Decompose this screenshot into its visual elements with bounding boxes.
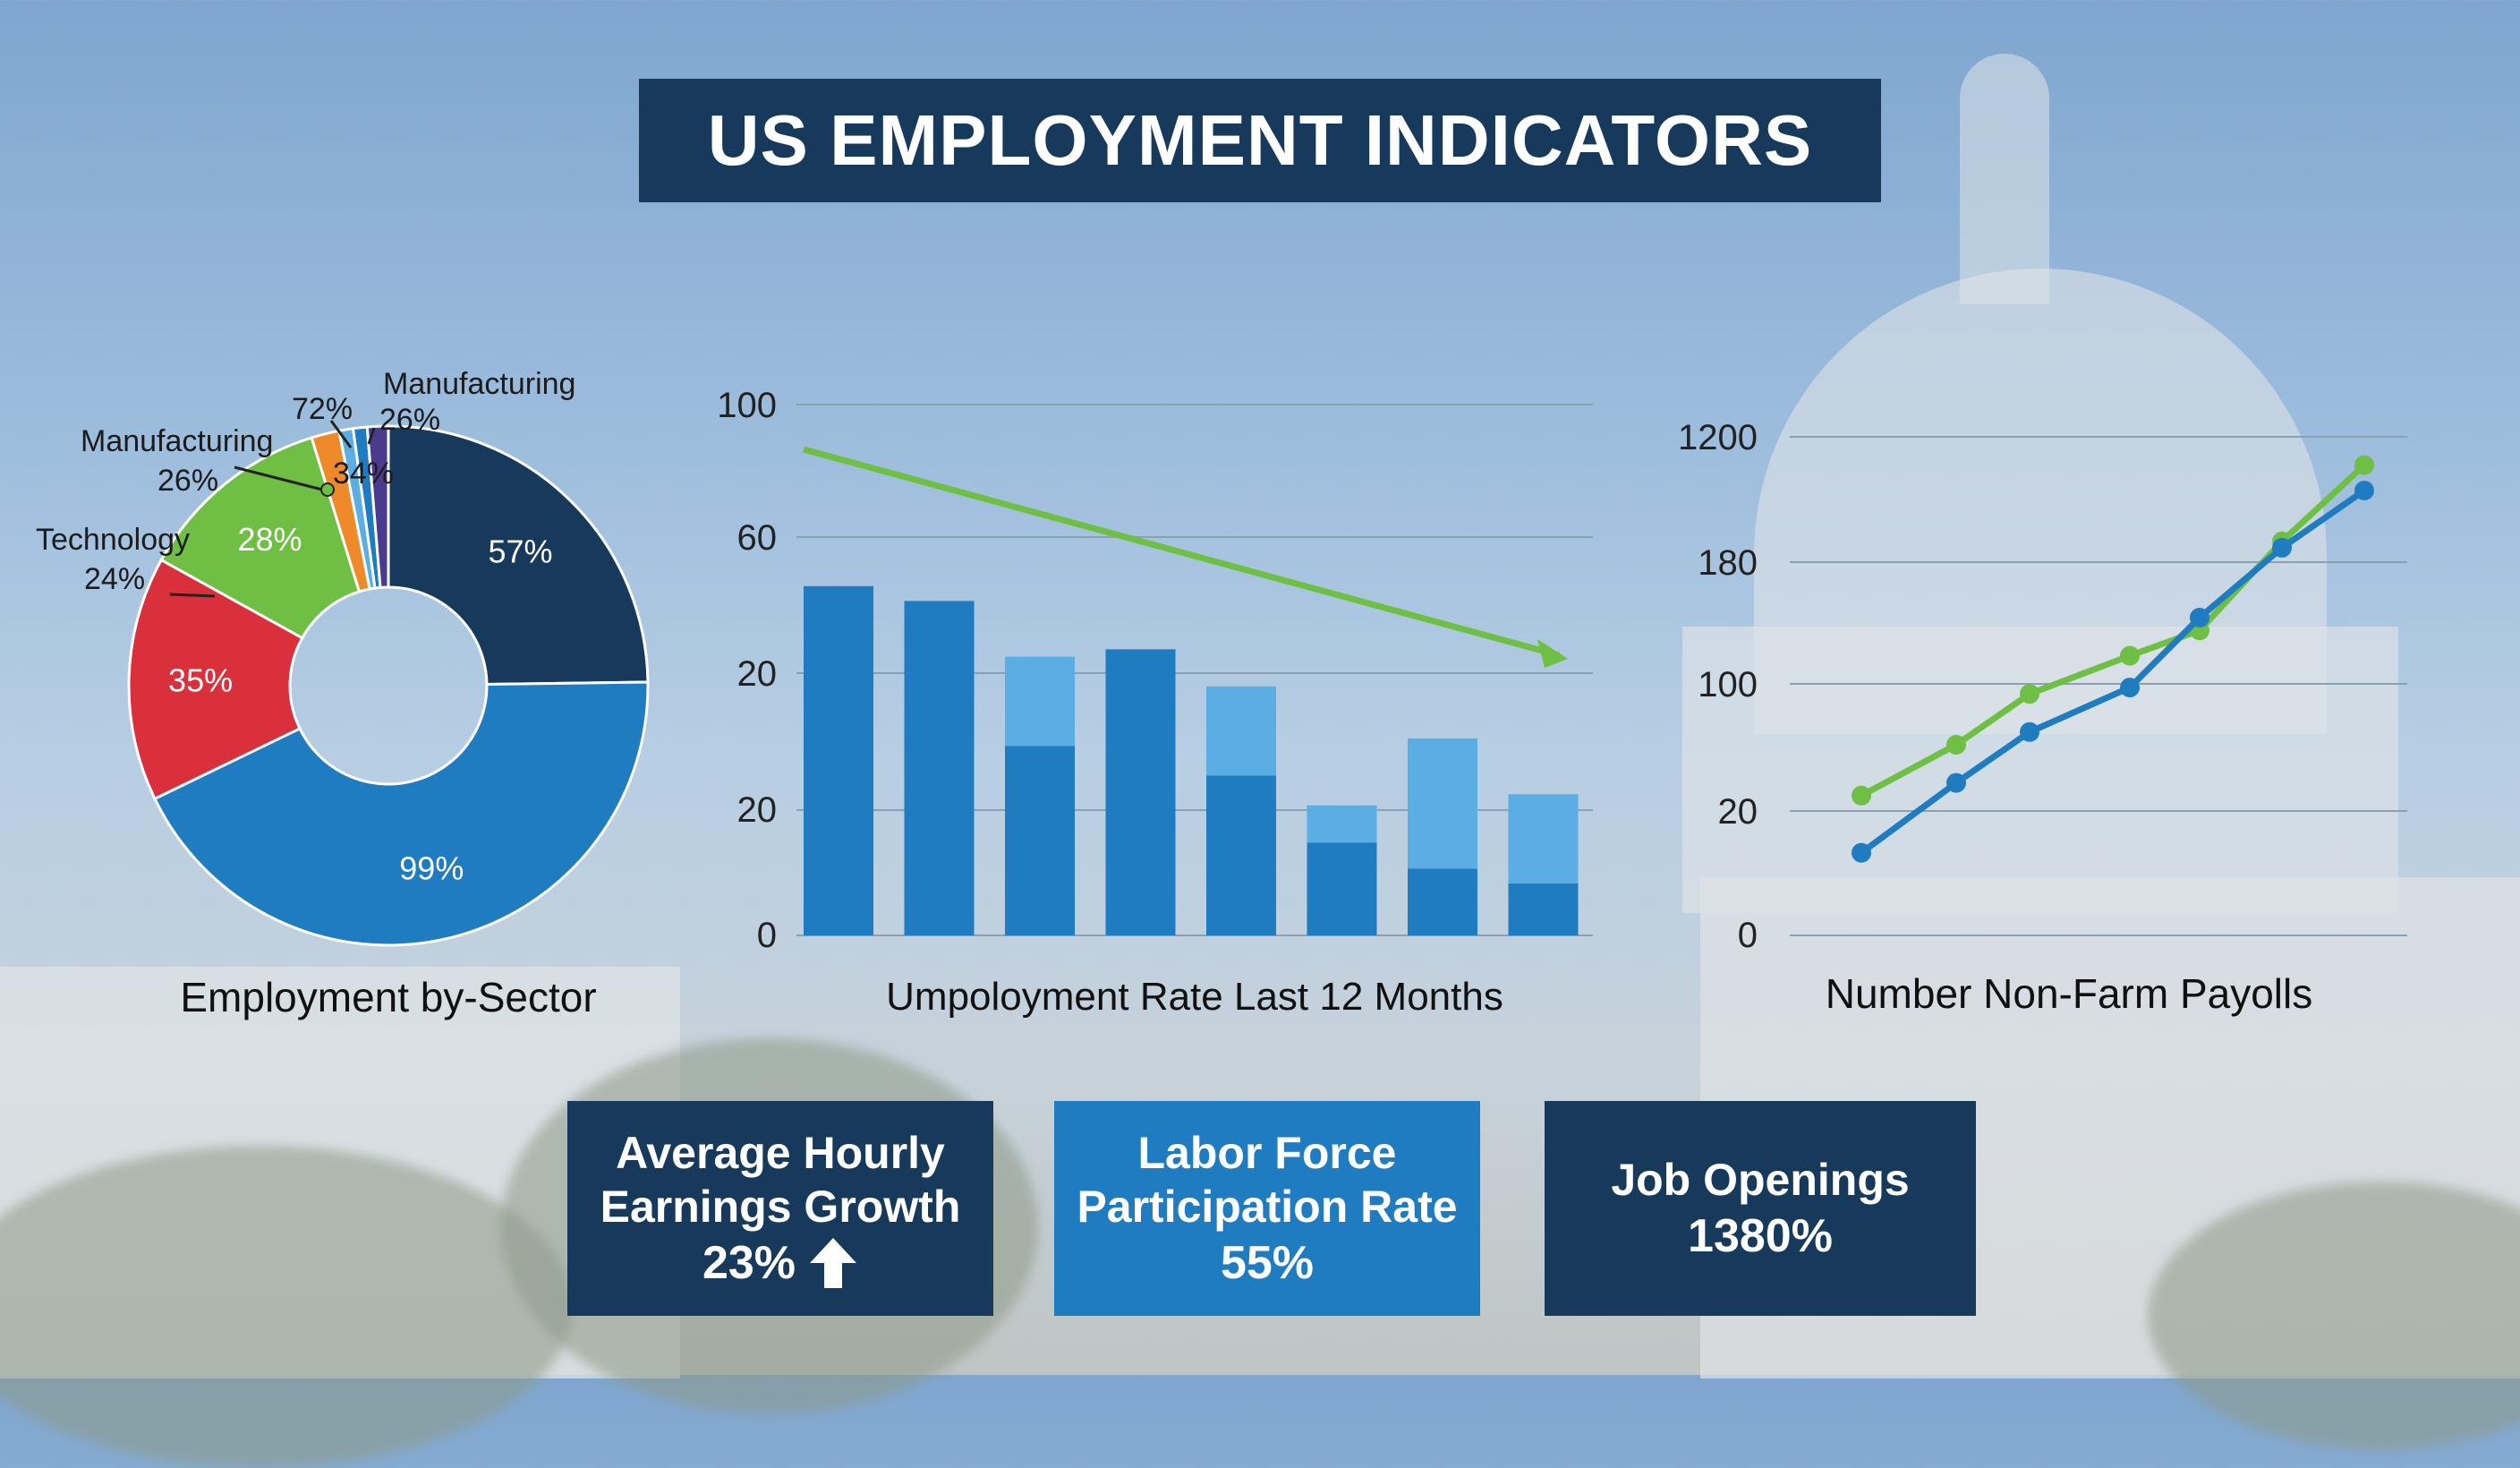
y-tick-label: 0: [757, 916, 777, 955]
pie-slice-label: 35%: [168, 661, 233, 698]
pie-slice-label: 28%: [237, 521, 302, 558]
bar-dark: [1005, 746, 1075, 935]
pie-chart: 57% 99% 35% 28%: [127, 424, 650, 947]
bar-dark: [804, 585, 873, 935]
series-point: [2020, 721, 2039, 742]
trend-arrowhead: [1537, 639, 1568, 668]
y-tick-label: 180: [1698, 543, 1758, 583]
callout-leader: [367, 427, 376, 445]
kpi-value: 55%: [1220, 1236, 1315, 1289]
kpi-label: Labor Force: [1137, 1127, 1397, 1178]
series-point: [2354, 481, 2374, 500]
line-chart-gridlines: [1790, 436, 2407, 936]
series-point: [1946, 735, 1966, 755]
series-point: [2190, 608, 2209, 627]
series-point: [1946, 772, 1966, 793]
bar-dark: [1105, 649, 1176, 935]
series-point: [2354, 455, 2374, 475]
series-line: [1860, 463, 2367, 798]
kpi-label: Average Hourly: [616, 1127, 945, 1178]
y-tick-label: 20: [737, 790, 778, 830]
y-tick-label: 20: [1718, 792, 1758, 832]
pie-slice: [387, 424, 650, 687]
pie-callouts: Manufacturing 26% Manufacturing 26% Tech…: [36, 367, 575, 598]
pie-chart-title: Employment by-Sector: [180, 974, 596, 1020]
bar-light: [1408, 738, 1477, 869]
kpi-average-hourly-earnings: Average Hourly Earnings Growth 23%: [567, 1101, 993, 1316]
series-point: [2120, 645, 2140, 666]
y-tick-label: 20: [737, 654, 778, 694]
background-cupola: [1960, 54, 2049, 304]
bar-dark: [1206, 775, 1276, 935]
bar-dark: [1408, 868, 1477, 935]
kpi-label: Job Openings: [1611, 1154, 1910, 1205]
pie-slice-label: 99%: [399, 849, 464, 886]
bar-dark: [904, 601, 975, 935]
bar-light: [1307, 805, 1377, 843]
callout-leader: [329, 420, 353, 448]
pie-slice: [365, 424, 390, 589]
background-dome: [1754, 269, 2327, 734]
y-tick-label: 0: [1738, 916, 1758, 955]
unemployment-trend-arrow: [803, 446, 1568, 668]
bar-chart-ticks: 100 60 20 20 0: [717, 386, 777, 955]
callout-leader: [169, 593, 216, 598]
callout-manufacturing-top-name: Manufacturing: [383, 367, 575, 401]
callout-72-pct: 72%: [292, 392, 353, 426]
kpi-job-openings: Job Openings 1380%: [1545, 1101, 1976, 1316]
series-point: [2120, 678, 2140, 698]
callout-34-pct: 34%: [333, 457, 394, 491]
charts-canvas: 57% 99% 35% 28% Manufacturing 26% Manufactu…: [36, 367, 2407, 1020]
series-point: [1852, 842, 1871, 863]
bar-chart-title: Umpoloyment Rate Last 12 Months: [886, 975, 1503, 1019]
bar-chart: [804, 585, 1579, 935]
bar-dark: [1307, 842, 1377, 935]
callout-leader: [234, 465, 327, 492]
kpi-value: 1380%: [1688, 1209, 1833, 1262]
y-tick-label: 100: [1698, 665, 1758, 704]
pie-slice: [152, 680, 650, 947]
bar-light: [1206, 686, 1276, 776]
trend-line: [803, 446, 1560, 659]
kpi-label: Earnings Growth: [600, 1181, 961, 1232]
pie-slice: [127, 558, 304, 801]
bar-light: [1005, 656, 1075, 747]
kpi-label: Participation Rate: [1077, 1181, 1458, 1232]
line-chart-title: Number Non-Farm Payolls: [1826, 970, 2312, 1017]
callout-manufacturing-left-name: Manufacturing: [81, 424, 273, 458]
kpi-labor-force-participation: Labor Force Participation Rate 55%: [1054, 1101, 1480, 1316]
callout-technology-pct: 24%: [84, 562, 145, 596]
callout-manufacturing-top-pct: 26%: [379, 403, 440, 437]
series-point: [2272, 537, 2292, 558]
series-point: [1852, 785, 1871, 806]
bar-dark: [1508, 883, 1579, 935]
kpi-value-row: 23%: [702, 1235, 858, 1291]
page-title: US EMPLOYMENT INDICATORS: [707, 100, 1813, 180]
y-tick-label: 60: [737, 518, 778, 558]
kpi-value: 23%: [702, 1236, 796, 1289]
bar-light: [1508, 794, 1579, 883]
title-banner: US EMPLOYMENT INDICATORS: [639, 79, 1881, 202]
series-point: [2020, 684, 2039, 704]
callout-technology-name: Technology: [36, 523, 190, 557]
y-tick-label: 1200: [1678, 418, 1758, 457]
line-chart: [1852, 455, 2374, 863]
callout-dot: [320, 482, 335, 497]
callout-manufacturing-left-pct: 26%: [158, 464, 218, 498]
arrow-up-icon: [810, 1237, 857, 1288]
pie-slice-label: 57%: [488, 533, 552, 569]
y-tick-label: 100: [717, 386, 777, 425]
line-chart-ticks: 1200 180 100 20 0: [1678, 418, 1758, 955]
